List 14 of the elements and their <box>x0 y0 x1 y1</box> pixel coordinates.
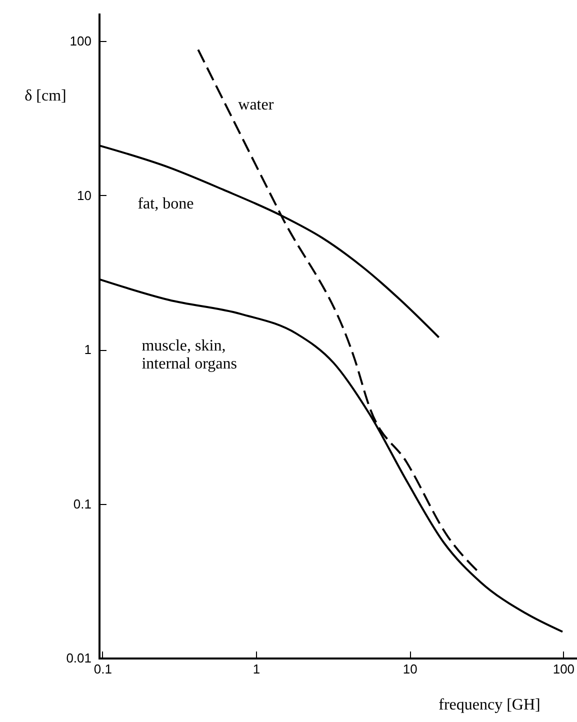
x-tick-label: 10 <box>402 662 418 676</box>
x-tick-label: 100 <box>552 662 575 676</box>
y-axis-title: δ [cm] <box>24 88 66 104</box>
y-tick-label: 1 <box>84 342 92 358</box>
y-tick-label: 0.1 <box>73 496 92 512</box>
x-tick-label: 1 <box>252 662 260 676</box>
x-axis-title: frequency [GH] <box>438 696 540 714</box>
y-tick-label: 100 <box>70 34 92 49</box>
series-label: muscle, skin, internal organs <box>142 337 237 372</box>
x-tick-label: 0.1 <box>94 662 112 676</box>
y-tick-label: 0.01 <box>66 650 92 666</box>
series-label: fat, bone <box>138 196 194 213</box>
y-tick-label: 10 <box>77 188 92 203</box>
series-label: water <box>238 96 274 114</box>
